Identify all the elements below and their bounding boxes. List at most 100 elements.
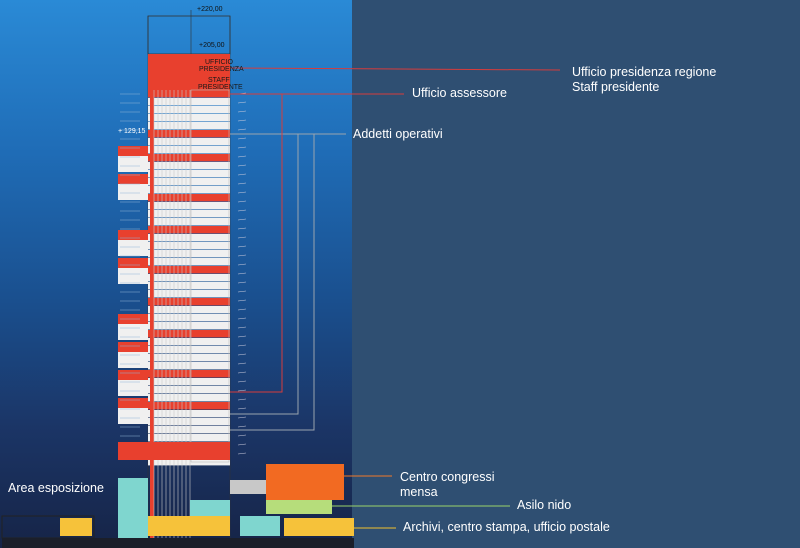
label-ufficio-assessore: Ufficio assessore bbox=[412, 86, 507, 100]
archive-left bbox=[60, 518, 92, 536]
tower-floor bbox=[148, 394, 230, 402]
floor-presidenza bbox=[148, 54, 230, 72]
tick-right bbox=[237, 299, 247, 302]
tower-floor bbox=[148, 178, 230, 186]
tower-floor bbox=[148, 346, 230, 354]
tower-floor bbox=[148, 314, 230, 322]
tick-right bbox=[237, 362, 247, 365]
tower-floor bbox=[148, 426, 230, 434]
tower-floor bbox=[148, 210, 230, 218]
tower-floor bbox=[148, 274, 230, 282]
tower-floor bbox=[148, 410, 230, 418]
tower-floor bbox=[148, 258, 230, 266]
exhibition-low bbox=[240, 516, 280, 536]
side-wings bbox=[118, 92, 247, 455]
leader-lines bbox=[229, 67, 561, 529]
label-asilo-nido: Asilo nido bbox=[517, 498, 572, 512]
tick-right bbox=[237, 281, 247, 284]
tower-floor bbox=[148, 330, 230, 338]
leader-addetti-branch-1 bbox=[230, 134, 299, 415]
floor-label-presidenza-2: PRESIDENZA bbox=[199, 66, 244, 73]
lower-red-block bbox=[118, 442, 230, 460]
tower-floor bbox=[148, 354, 230, 362]
tick-right bbox=[237, 191, 247, 194]
wing-white bbox=[118, 408, 148, 424]
wing-red bbox=[118, 342, 148, 352]
tower-floor bbox=[148, 362, 230, 370]
exhibition-small bbox=[190, 500, 230, 516]
tower-floor bbox=[148, 282, 230, 290]
floor-label-staff-1: STAFF bbox=[208, 77, 230, 84]
wing-white bbox=[118, 240, 148, 256]
tick-right bbox=[237, 344, 247, 347]
tower-floor bbox=[148, 242, 230, 250]
tick-right bbox=[237, 407, 247, 410]
tower-floor bbox=[148, 458, 230, 466]
tick-right bbox=[237, 452, 247, 455]
tick-right bbox=[237, 137, 247, 140]
archive-right bbox=[284, 518, 354, 536]
label-column bbox=[190, 89, 230, 463]
elevation-crown: +205,00 bbox=[199, 42, 225, 49]
tick-right bbox=[237, 308, 247, 311]
tick-right bbox=[237, 245, 247, 248]
tick-right bbox=[237, 389, 247, 392]
tick-right bbox=[237, 326, 247, 329]
tower-floor bbox=[148, 250, 230, 258]
tick-right bbox=[237, 371, 247, 374]
exhibition-block bbox=[118, 478, 148, 540]
leader-assessore-branch bbox=[230, 94, 283, 393]
tower-floor bbox=[148, 98, 230, 106]
tower-floor bbox=[148, 146, 230, 154]
tick-right bbox=[237, 290, 247, 293]
tower-floor bbox=[148, 298, 230, 306]
congress-block bbox=[266, 464, 344, 488]
label-area-esposizione: Area esposizione bbox=[8, 481, 104, 495]
tick-right bbox=[237, 380, 247, 383]
tower-floor bbox=[148, 90, 230, 98]
tower-floor bbox=[148, 234, 230, 242]
tick-right bbox=[237, 155, 247, 158]
tower-floor bbox=[148, 402, 230, 410]
wing-red bbox=[118, 258, 148, 268]
tower-floor bbox=[148, 170, 230, 178]
tower-floor bbox=[148, 434, 230, 442]
tick-right bbox=[237, 209, 247, 212]
wing-red bbox=[118, 174, 148, 184]
tick-right bbox=[237, 353, 247, 356]
mensa-block bbox=[266, 488, 344, 500]
tower-floor bbox=[148, 418, 230, 426]
elevation-side: + 129,15 bbox=[118, 128, 146, 135]
tick-right bbox=[237, 434, 247, 437]
tick-right bbox=[237, 218, 247, 221]
tower-floor bbox=[148, 218, 230, 226]
tick-right bbox=[237, 425, 247, 428]
floor-label-staff-2: PRESIDENTE bbox=[198, 84, 243, 91]
tower-floor bbox=[148, 226, 230, 234]
wing-red bbox=[118, 370, 148, 380]
asilo-block bbox=[266, 500, 332, 514]
floor-label-presidenza-1: UFFICIO bbox=[205, 59, 233, 66]
tick-right bbox=[237, 101, 247, 104]
tower-floor bbox=[148, 106, 230, 114]
tick-right bbox=[237, 128, 247, 131]
tower-floor bbox=[148, 378, 230, 386]
tower-floor bbox=[148, 202, 230, 210]
tick-right bbox=[237, 236, 247, 239]
wing-white bbox=[118, 380, 148, 396]
label-ufficio-presidenza: Ufficio presidenza regione bbox=[572, 65, 717, 79]
wing-white bbox=[118, 324, 148, 340]
wing-red bbox=[118, 398, 148, 408]
tower-floor bbox=[148, 306, 230, 314]
tower-floor bbox=[148, 338, 230, 346]
label-mensa: mensa bbox=[400, 485, 438, 499]
tick-right bbox=[237, 263, 247, 266]
tower-floors bbox=[118, 10, 231, 540]
label-addetti-operativi: Addetti operativi bbox=[353, 127, 443, 141]
tick-right bbox=[237, 146, 247, 149]
wing-red bbox=[118, 146, 148, 156]
label-archivi: Archivi, centro stampa, ufficio postale bbox=[403, 520, 610, 534]
tower-floor bbox=[148, 290, 230, 298]
